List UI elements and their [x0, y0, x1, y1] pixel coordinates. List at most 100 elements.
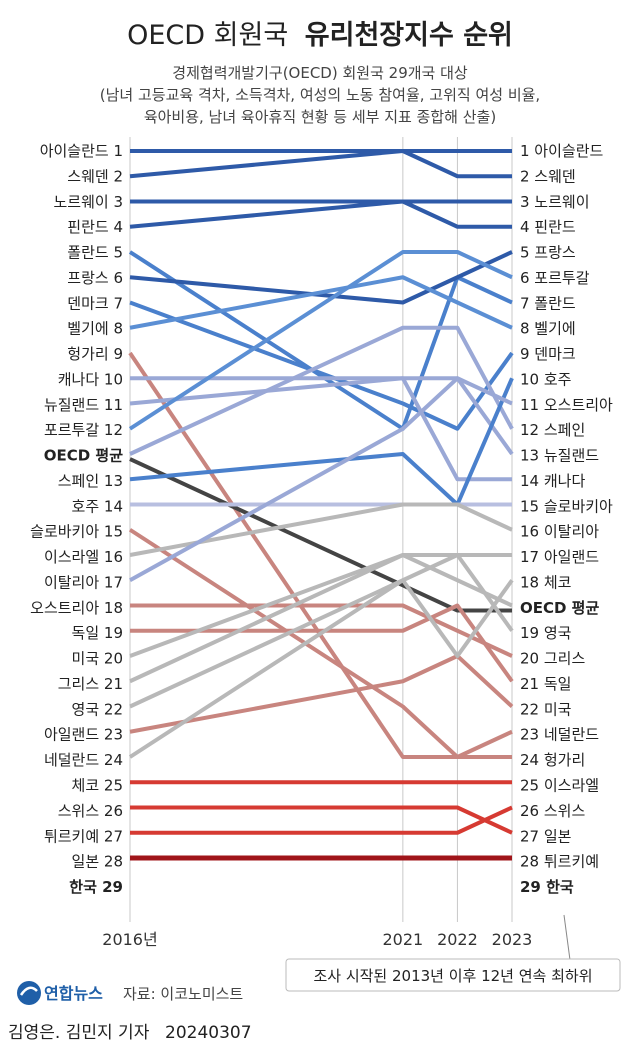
- left-label-13: 스페인 13: [58, 472, 123, 490]
- right-label-24: 24 헝가리: [520, 751, 585, 769]
- left-label-21: 그리스 21: [58, 675, 123, 693]
- right-label-12: 13 뉴질랜드: [520, 447, 599, 465]
- left-label-15: 슬로바키아 15: [30, 523, 123, 541]
- subtitle-line-2: (남녀 고등교육 격차, 소득격차, 여성의 노동 참여율, 고위직 여성 비율…: [100, 86, 540, 104]
- logo-icon-mark: [19, 986, 38, 996]
- left-label-12: OECD 평균: [44, 447, 123, 465]
- subtitle-line-1: 경제협력개발기구(OECD) 회원국 29개국 대상: [172, 64, 468, 82]
- left-label-29: 한국 29: [69, 878, 123, 896]
- right-label-9: 10 호주: [520, 370, 571, 388]
- x-axis-labels: 2016년 2021 2022 2023: [102, 930, 532, 949]
- right-label-3: 4 핀란드: [520, 218, 576, 236]
- series-line-27: [130, 805, 513, 835]
- left-label-16: 이스라엘 16: [44, 548, 123, 566]
- right-label-5: 6 포르투갈: [520, 269, 590, 287]
- right-label-26: 26 스위스: [520, 802, 585, 820]
- right-label-20: 20 그리스: [520, 650, 585, 668]
- right-label-23: 23 네덜란드: [520, 726, 599, 744]
- logo-text: 연합뉴스: [44, 984, 103, 1003]
- annotation-pointer: [563, 914, 571, 961]
- right-label-21: 21 독일: [520, 675, 571, 693]
- left-label-24: 네덜란드 24: [44, 751, 123, 769]
- left-label-23: 아일랜드 23: [44, 726, 123, 744]
- right-label-13: 14 캐나다: [520, 472, 585, 490]
- series-line-24: [129, 654, 514, 734]
- series-lines: [128, 149, 514, 861]
- series-line-13: [129, 325, 514, 456]
- left-label-17: 이탈리아 17: [44, 573, 123, 591]
- logo-icon: [17, 981, 41, 1005]
- right-label-0: 1 아이슬란드: [520, 142, 604, 160]
- right-label-1: 2 스웨덴: [520, 167, 576, 185]
- series-line-18: [129, 376, 513, 582]
- subtitle-line-3: 육아비용, 남녀 육아휴직 현황 등 세부 지표 종합해 산출): [144, 108, 496, 126]
- series-line-9: [130, 376, 512, 482]
- left-label-28: 일본 28: [72, 853, 123, 871]
- left-label-19: 독일 19: [72, 624, 123, 642]
- credit-text: 김영은. 김민지 기자: [8, 1023, 150, 1043]
- right-label-15: 16 이탈리아: [520, 523, 599, 541]
- title-bold: 유리천장지수 순위: [305, 20, 513, 51]
- left-label-11: 포르투갈 12: [44, 421, 123, 439]
- right-label-19: 19 영국: [520, 624, 572, 642]
- left-label-14: 호주 14: [72, 497, 123, 515]
- right-label-28: 28 튀르키예: [520, 853, 599, 871]
- annotation-box: [285, 958, 621, 992]
- series-line-28: [130, 805, 513, 835]
- series-line-3: [129, 199, 512, 229]
- series-line-7: [129, 275, 513, 330]
- left-label-5: 프랑스 6: [67, 269, 123, 287]
- source-text: 자료: 이코노미스트: [123, 985, 243, 1003]
- series-line-25: [128, 578, 514, 759]
- left-label-26: 스위스 26: [58, 802, 123, 820]
- right-label-4: 5 프랑스: [520, 244, 576, 262]
- right-label-22: 22 미국: [520, 700, 572, 718]
- left-label-10: 뉴질랜드 11: [44, 396, 123, 414]
- series-line-17: [129, 502, 513, 557]
- right-label-16: 17 아일랜드: [520, 548, 599, 566]
- x-label-2016년: 2016년: [102, 930, 157, 949]
- series-line-11: [128, 250, 513, 431]
- series-line-14: [129, 377, 514, 507]
- left-label-25: 체코 25: [72, 777, 123, 795]
- right-label-11: 12 스페인: [520, 421, 585, 439]
- chart-title: OECD 회원국 유리천장지수 순위: [127, 20, 513, 51]
- title-prefix: OECD 회원국: [127, 20, 288, 51]
- series-line-5: [129, 250, 513, 305]
- right-label-14: 15 슬로바키아: [520, 497, 613, 515]
- left-label-20: 미국 20: [72, 650, 123, 668]
- year-guides: [129, 137, 513, 922]
- annotation-text: 조사 시작된 2013년 이후 12년 연속 최하위: [313, 967, 592, 985]
- right-label-2: 3 노르웨이: [520, 193, 590, 211]
- left-label-9: 캐나다 10: [58, 370, 123, 388]
- right-label-18: OECD 평균: [520, 599, 599, 617]
- left-label-0: 아이슬란드 1: [40, 142, 123, 160]
- left-label-6: 덴마크 7: [67, 294, 123, 312]
- left-label-1: 스웨덴 2: [67, 167, 123, 185]
- left-label-27: 튀르키예 27: [44, 827, 123, 845]
- right-label-8: 9 덴마크: [520, 345, 576, 363]
- left-label-7: 벨기에 8: [67, 320, 123, 338]
- right-label-17: 18 체코: [520, 573, 571, 591]
- left-label-3: 핀란드 4: [67, 218, 123, 236]
- right-label-6: 7 폴란드: [520, 294, 576, 312]
- series-line-23: [129, 553, 512, 709]
- right-label-25: 25 이스라엘: [520, 777, 599, 795]
- date-text: 20240307: [165, 1023, 252, 1043]
- x-label-2023: 2023: [492, 930, 533, 949]
- left-label-18: 오스트리아 18: [30, 599, 123, 617]
- series-line-1: [129, 149, 512, 179]
- right-rank-labels: 1 아이슬란드 2 스웨덴 3 노르웨이 4 핀란드 5 프랑스 6 포르투갈 7 폴란드 8…: [520, 142, 613, 896]
- x-label-2021: 2021: [382, 930, 423, 949]
- right-label-29: 29 한국: [520, 878, 574, 896]
- right-label-10: 11 오스트리아: [520, 396, 613, 414]
- x-label-2022: 2022: [437, 930, 478, 949]
- left-label-22: 영국 22: [72, 700, 123, 718]
- left-label-4: 폴란드 5: [67, 244, 123, 262]
- series-line-8: [128, 351, 513, 759]
- left-label-8: 헝가리 9: [67, 345, 123, 363]
- right-label-27: 27 일본: [520, 827, 571, 845]
- series-line-12: [129, 457, 512, 613]
- left-label-2: 노르웨이 3: [53, 193, 123, 211]
